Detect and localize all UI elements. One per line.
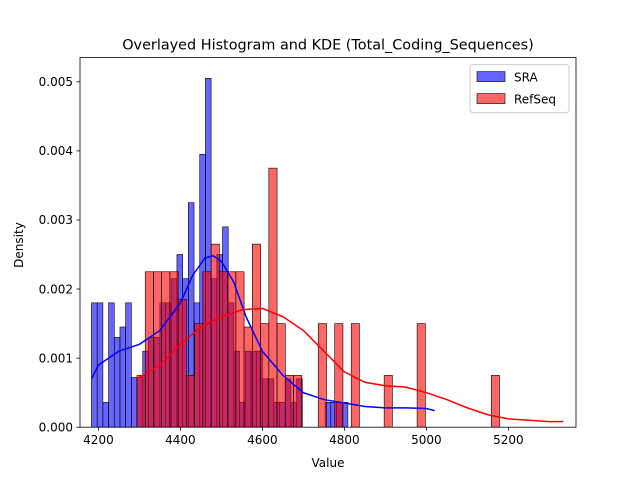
refseq-bar [161,271,171,428]
legend-label-sra: SRA [514,71,538,85]
x-tick-label: 4200 [83,433,114,447]
sra-bar [131,377,138,428]
refseq-bar [194,323,204,428]
refseq-bar [235,271,245,428]
refseq-bar [177,299,187,428]
refseq-bar [243,326,253,428]
refseq-bar [293,375,303,428]
y-tick-label: 0.002 [39,282,73,296]
refseq-bar [416,323,426,428]
refseq-bar [317,323,327,428]
sra-bar [125,302,132,428]
x-tick-label: 4600 [247,433,278,447]
refseq-bar [136,375,146,428]
legend-label-refseq: RefSeq [514,93,556,107]
refseq-bar [202,271,212,428]
y-axis-label: Density [12,222,26,268]
refseq-bar [260,323,270,428]
refseq-kde-line [136,307,564,423]
x-axis-label: Value [312,456,345,470]
sra-kde-line [90,255,435,412]
x-tick-label: 5200 [493,433,524,447]
refseq-bar [227,271,237,428]
refseq-bar [334,323,344,428]
refseq-series [136,167,500,428]
refseq-bar [144,271,154,428]
refseq-bar [490,375,500,428]
sra-bar [119,326,126,428]
refseq-bar [268,167,278,428]
plot-area: 4200 4400 4600 4800 5000 5200 0.000 0.001 0.002 0… [39,57,577,447]
x-tick-label: 4400 [165,433,196,447]
legend: SRA RefSeq [469,64,570,114]
y-tick-label: 0.003 [39,213,73,227]
legend-swatch-sra [476,71,506,82]
y-tick-label: 0.001 [39,351,73,365]
y-tick-label: 0.005 [39,75,73,89]
sra-bar [91,302,98,428]
y-tick-label: 0.000 [39,421,73,435]
refseq-bar [210,243,220,428]
axes-frame [79,57,577,428]
x-tick-label: 5000 [411,433,442,447]
x-tick-label: 4800 [329,433,360,447]
legend-swatch-refseq [476,93,506,104]
refseq-bar [186,375,195,428]
sra-bar [108,302,115,428]
refseq-bar [169,271,179,428]
sra-bar [102,402,109,428]
y-tick-label: 0.004 [39,144,73,158]
refseq-bar [383,375,393,428]
refseq-bar [252,243,261,428]
refseq-bar [219,271,228,428]
refseq-bar [153,271,162,428]
chart-title: Overlayed Histogram and KDE (Total_Codin… [122,38,534,54]
